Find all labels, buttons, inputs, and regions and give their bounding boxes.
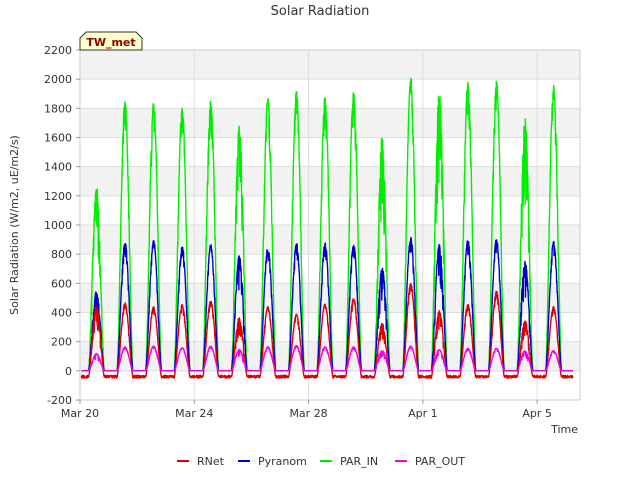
x-tick-label: Apr 5 [522, 407, 552, 420]
x-tick-label: Mar 24 [175, 407, 213, 420]
y-tick-label: 200 [51, 336, 72, 349]
plot-band [80, 195, 580, 225]
y-tick-label: 1200 [44, 190, 72, 203]
y-tick-label: 2200 [44, 44, 72, 57]
series-line-rnet [80, 283, 574, 379]
y-tick-label: 600 [51, 277, 72, 290]
plot-band [80, 166, 580, 196]
series-line-par-out [80, 344, 574, 372]
legend-entry: Pyranom [238, 455, 307, 468]
y-tick-label: 2000 [44, 73, 72, 86]
y-tick-label: -200 [47, 394, 72, 407]
legend-label: PAR_IN [340, 455, 378, 468]
y-axis-label: Solar Radiation (W/m2, uE/m2/s) [8, 135, 21, 315]
plot-band [80, 79, 580, 109]
station-badge: TW_met [79, 31, 143, 51]
y-tick-label: 800 [51, 248, 72, 261]
x-tick-label: Mar 20 [61, 407, 99, 420]
x-tick-label: Mar 28 [289, 407, 327, 420]
y-tick-label: 0 [65, 365, 72, 378]
y-axis-ticks: -200 0 200 400 600 800 1000 1200 1400 1600 1800 200… [44, 44, 80, 407]
plot-band [80, 108, 580, 138]
y-tick-label: 1000 [44, 219, 72, 232]
legend-entry: RNet [177, 455, 225, 468]
y-tick-label: 1400 [44, 161, 72, 174]
station-badge-label: TW_met [86, 36, 135, 49]
series-layer [80, 77, 574, 379]
plot-band [80, 137, 580, 167]
legend-label: RNet [197, 455, 225, 468]
y-tick-label: 1600 [44, 132, 72, 145]
legend-label: Pyranom [258, 455, 307, 468]
legend: RNet Pyranom PAR_IN PAR_OUT [177, 455, 465, 468]
y-tick-label: 1800 [44, 102, 72, 115]
y-tick-label: 400 [51, 307, 72, 320]
legend-entry: PAR_IN [320, 455, 378, 468]
x-tick-label: Apr 1 [408, 407, 438, 420]
gridlines [79, 49, 580, 401]
x-axis-ticks: Mar 20 Mar 24 Mar 28 Apr 1 Apr 5 [61, 400, 552, 420]
plot-band [80, 50, 580, 80]
x-axis-label: Time [550, 423, 578, 436]
station-badge-shape [79, 31, 143, 51]
legend-entry: PAR_OUT [395, 455, 465, 468]
legend-label: PAR_OUT [415, 455, 465, 468]
chart-title: Solar Radiation [271, 4, 370, 19]
